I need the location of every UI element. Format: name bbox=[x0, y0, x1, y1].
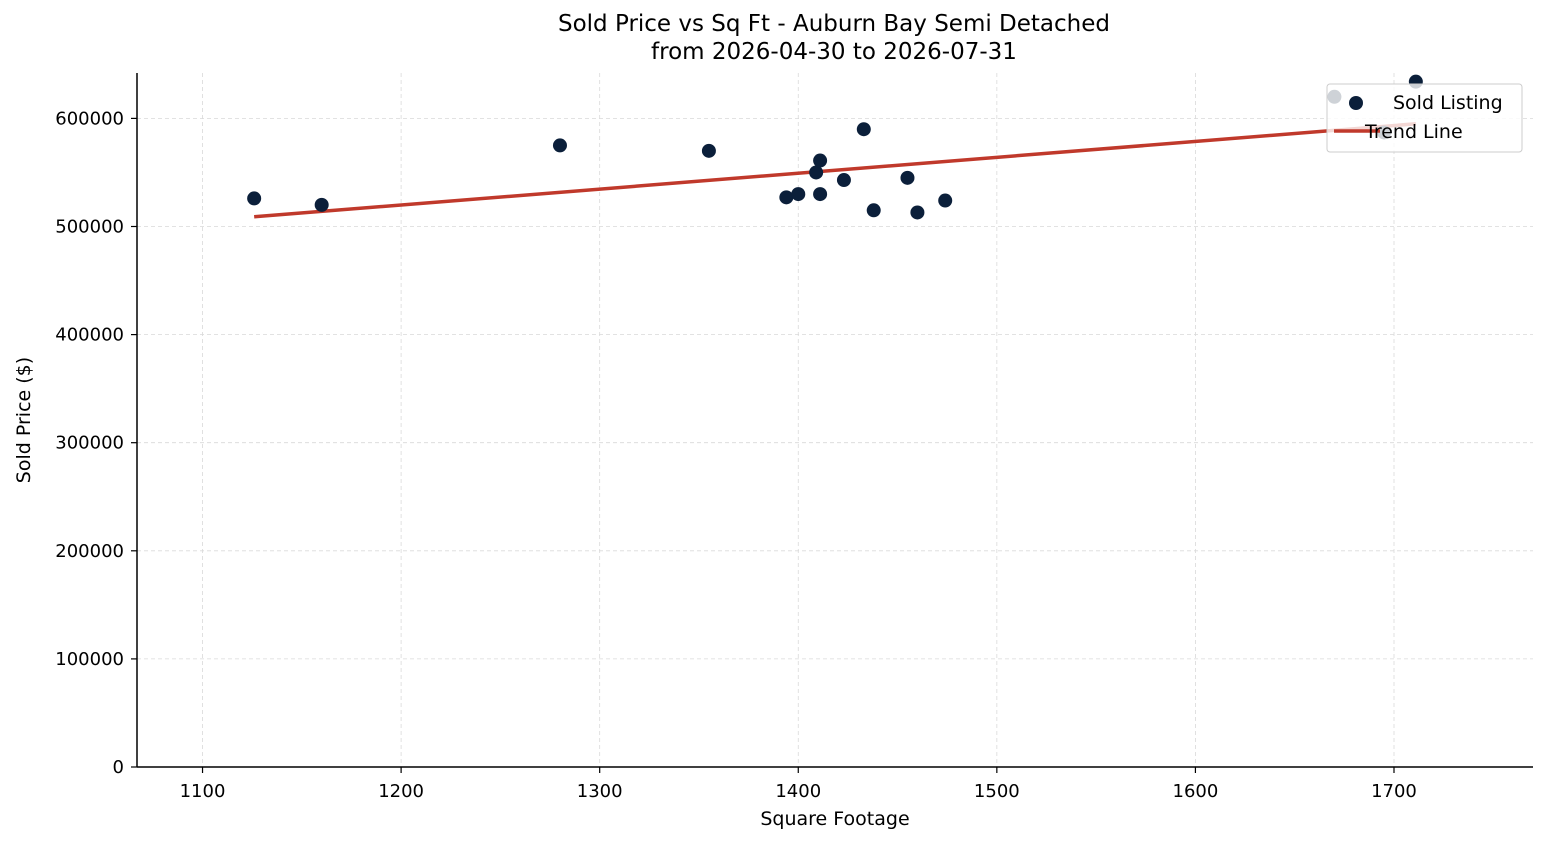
data-point bbox=[809, 165, 824, 180]
data-point bbox=[314, 197, 329, 212]
trend-line bbox=[254, 122, 1416, 219]
x-tick-label: 1200 bbox=[378, 781, 424, 802]
y-tick-label: 500000 bbox=[55, 217, 124, 238]
data-point bbox=[813, 187, 828, 202]
data-point bbox=[791, 187, 806, 202]
legend-label-sold-listing: Sold Listing bbox=[1393, 92, 1503, 114]
legend-box bbox=[1326, 83, 1523, 153]
data-point bbox=[900, 170, 915, 185]
y-tick-label: 300000 bbox=[55, 433, 124, 454]
chart-title-block: Sold Price vs Sq Ft - Auburn Bay Semi De… bbox=[0, 10, 1547, 66]
x-tick-label: 1600 bbox=[1173, 781, 1219, 802]
x-tick-label: 1500 bbox=[974, 781, 1020, 802]
x-axis-label: Square Footage bbox=[760, 808, 909, 830]
y-tick-label: 600000 bbox=[55, 108, 124, 129]
chart-title: Sold Price vs Sq Ft - Auburn Bay Semi De… bbox=[558, 11, 1110, 37]
chart-subtitle: from 2026-04-30 to 2026-07-31 bbox=[651, 39, 1017, 65]
axes-layer bbox=[136, 73, 1533, 768]
data-point bbox=[836, 173, 851, 188]
data-point bbox=[552, 138, 567, 153]
data-point bbox=[856, 122, 871, 137]
x-tick-label: 1100 bbox=[180, 781, 226, 802]
x-tick-label: 1700 bbox=[1371, 781, 1417, 802]
data-point bbox=[779, 190, 794, 205]
data-point bbox=[701, 143, 716, 158]
grid-layer bbox=[137, 73, 1533, 768]
data-point bbox=[813, 153, 828, 168]
legend-label-trend-line: Trend Line bbox=[1364, 121, 1463, 143]
y-tick-label: 100000 bbox=[55, 649, 124, 670]
y-axis-label: Sold Price ($) bbox=[13, 357, 35, 483]
legend-marker-sold-listing bbox=[1349, 96, 1363, 110]
x-tick-label: 1300 bbox=[577, 781, 623, 802]
data-point bbox=[910, 205, 925, 220]
series-layer bbox=[247, 74, 1423, 220]
y-tick-label: 200000 bbox=[55, 541, 124, 562]
x-tick-label: 1400 bbox=[775, 781, 821, 802]
y-tick-label: 400000 bbox=[55, 325, 124, 346]
ticks-layer: 1100 1200 1300 1400 1500 1600 1700 0 100000 20000… bbox=[55, 108, 1417, 802]
y-tick-label: 0 bbox=[113, 757, 124, 778]
data-point bbox=[247, 191, 262, 206]
legend: Sold Listing Trend Line bbox=[1326, 83, 1523, 153]
data-point bbox=[938, 193, 953, 208]
data-point bbox=[866, 203, 881, 218]
